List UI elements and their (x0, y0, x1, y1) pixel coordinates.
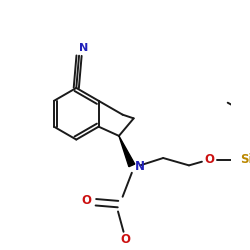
Text: O: O (204, 153, 214, 166)
Text: O: O (120, 233, 130, 246)
Text: Si: Si (240, 153, 250, 166)
Polygon shape (119, 136, 135, 167)
Text: N: N (79, 43, 88, 53)
Text: N: N (135, 160, 145, 173)
Text: O: O (82, 194, 92, 207)
